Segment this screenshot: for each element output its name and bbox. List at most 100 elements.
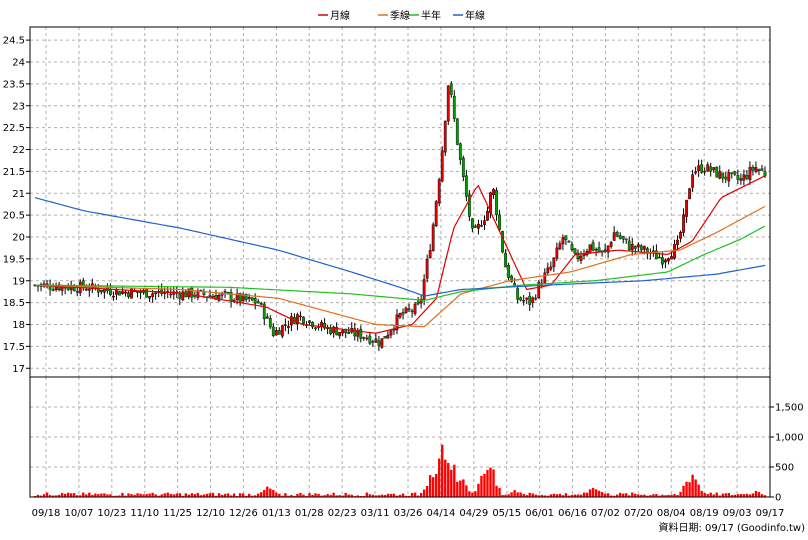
candle-body (398, 313, 402, 318)
candle-body (733, 171, 737, 175)
volume-bar (377, 495, 381, 497)
candle-body (371, 341, 375, 343)
volume-bar (371, 494, 375, 497)
candle-body (486, 211, 489, 221)
volume-bar (637, 494, 640, 497)
price-tick-label: 18 (12, 320, 25, 331)
volume-bar (145, 494, 148, 497)
volume-bar (54, 495, 58, 497)
volume-bar (507, 494, 510, 497)
volume-bar (603, 493, 607, 497)
candle-body (283, 324, 287, 327)
volume-bar (238, 493, 242, 497)
volume-bar (302, 494, 305, 497)
volume-bar (193, 494, 197, 497)
candle-body (745, 175, 749, 179)
volume-bar (456, 481, 459, 497)
volume-bar (45, 492, 49, 497)
volume-bar (211, 492, 215, 497)
candle-body (706, 164, 710, 172)
candle-body (87, 288, 91, 291)
candle-body (265, 316, 269, 319)
volume-bar (555, 494, 559, 497)
candle-body (238, 293, 242, 302)
volume-bar (112, 495, 115, 497)
volume-bar (745, 493, 749, 497)
candle-body (742, 174, 746, 181)
candle-body (461, 157, 465, 178)
candle-body (365, 337, 369, 340)
volume-bar (649, 495, 652, 497)
candle-body (121, 291, 124, 294)
volume-bar (667, 494, 670, 497)
candle-body (356, 330, 360, 337)
candle-body (452, 95, 456, 119)
candle-body (253, 298, 257, 304)
candle-body (667, 258, 670, 262)
ma-line-3 (34, 197, 766, 297)
volume-bar (121, 492, 124, 497)
volume-bar (619, 492, 622, 497)
ma-line-0 (34, 175, 766, 334)
candle-body (504, 252, 507, 268)
volume-bar (380, 494, 384, 497)
candle-body (425, 258, 429, 279)
volume-bar (751, 493, 755, 497)
candle-body (627, 240, 631, 251)
volume-bar (489, 467, 492, 497)
volume-bar (413, 492, 417, 497)
price-tick-label: 23 (12, 101, 25, 112)
volume-bar (272, 489, 275, 497)
volume-bar (558, 493, 562, 497)
date-tick-label: 12/26 (229, 508, 258, 519)
candle-body (661, 257, 664, 265)
candle-body (163, 292, 167, 294)
volume-bar (281, 495, 284, 497)
candle-body (329, 327, 333, 335)
candle-body (651, 250, 655, 253)
candle-body (615, 232, 619, 237)
candle-body (525, 297, 529, 300)
volume-bar (257, 493, 260, 497)
ma-line-1 (34, 205, 766, 328)
volume-bar (431, 477, 435, 497)
volume-bar (694, 479, 697, 497)
candle-body (359, 328, 363, 339)
date-tick-label: 12/10 (196, 508, 225, 519)
volume-bar (184, 493, 188, 497)
volume-bar (368, 494, 372, 497)
volume-bar (151, 492, 154, 497)
volume-bar (628, 495, 631, 497)
volume-bar (588, 489, 592, 497)
candle-body (658, 256, 661, 259)
moving-average-lines (34, 175, 766, 334)
candle-body (558, 243, 562, 250)
volume-bar (685, 481, 688, 497)
candle-body (757, 169, 761, 171)
volume-bar (160, 494, 163, 497)
volume-bar (760, 494, 764, 497)
candle-body (380, 338, 384, 348)
candle-body (495, 190, 498, 216)
date-tick-label: 04/14 (426, 508, 455, 519)
volume-bar (474, 491, 477, 497)
date-tick-label: 07/02 (591, 508, 620, 519)
candle-body (507, 264, 510, 278)
volume-bar (703, 492, 706, 497)
volume-bar (670, 494, 673, 497)
candle-body (262, 303, 266, 320)
volume-tick-label: 1,000 (775, 433, 804, 444)
volume-bar (214, 495, 218, 497)
volume-bar (739, 493, 743, 497)
candle-body (576, 252, 580, 259)
date-tick-label: 09/17 (756, 508, 785, 519)
candle-body (374, 338, 378, 343)
volume-bar (100, 493, 103, 497)
candle-body (208, 295, 212, 297)
candle-body (715, 166, 719, 178)
volume-bar (480, 475, 483, 497)
volume-bar (576, 494, 580, 497)
candle-body (516, 288, 520, 300)
volume-bar (347, 494, 350, 497)
volume-bar (410, 492, 414, 497)
